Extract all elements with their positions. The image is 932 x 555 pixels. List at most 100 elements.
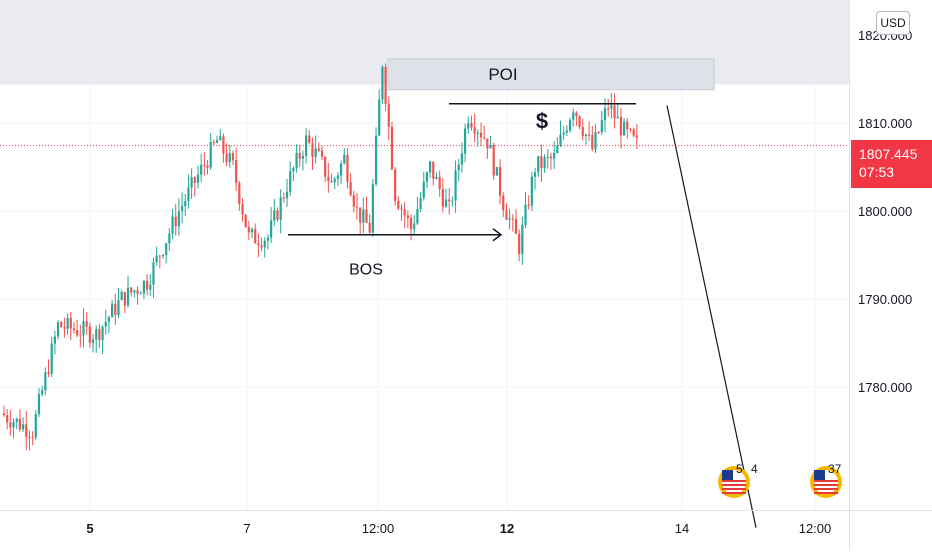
- candle: [546, 149, 549, 169]
- candle-body: [533, 172, 537, 177]
- candle: [190, 168, 193, 200]
- candle-body: [158, 255, 161, 257]
- candle: [244, 214, 247, 228]
- candle: [120, 289, 123, 301]
- candle: [540, 144, 543, 182]
- candle-body: [413, 223, 416, 230]
- event-badge[interactable]: 37: [810, 462, 842, 498]
- candle-body: [120, 291, 123, 300]
- candle-body: [333, 178, 336, 183]
- candle: [76, 319, 79, 338]
- candle: [568, 117, 572, 133]
- candle-body: [613, 105, 616, 119]
- candle-body: [451, 200, 454, 202]
- candle-body: [600, 120, 603, 133]
- candle: [282, 192, 285, 203]
- candle: [114, 293, 117, 325]
- candle: [79, 324, 82, 348]
- candle-body: [435, 176, 438, 179]
- candle-body: [381, 66, 384, 100]
- candle: [422, 171, 425, 201]
- candle: [473, 113, 476, 143]
- candle-body: [422, 181, 425, 198]
- candle: [591, 126, 594, 152]
- time-axis[interactable]: 5 7 12:00 12 14 12:00: [86, 521, 831, 536]
- flag-stripe: [722, 484, 746, 486]
- candle: [241, 198, 244, 222]
- candle: [533, 167, 537, 190]
- candle-body: [476, 132, 479, 134]
- candle-body: [244, 214, 247, 227]
- candle-body: [34, 414, 37, 438]
- candle: [549, 152, 553, 170]
- candle: [635, 124, 638, 150]
- candle: [37, 387, 41, 418]
- current-price-value: 1807.445: [859, 146, 918, 162]
- candle: [575, 111, 578, 126]
- candle-body: [425, 172, 429, 182]
- candle-body: [285, 191, 289, 199]
- bos-label: BOS: [349, 261, 383, 278]
- candle-body: [95, 329, 98, 340]
- candle: [435, 172, 438, 180]
- candle-body: [47, 372, 50, 374]
- candle-body: [254, 228, 257, 244]
- candle: [339, 160, 343, 184]
- candle: [301, 150, 305, 171]
- candle: [95, 325, 98, 353]
- flag-stripe: [722, 488, 746, 490]
- candle: [362, 197, 365, 234]
- candle: [222, 133, 225, 163]
- candle: [123, 291, 126, 314]
- candle: [25, 411, 28, 451]
- candle-body: [549, 156, 553, 159]
- economic-event-badges[interactable]: 5 4 37: [718, 462, 842, 498]
- candle: [295, 144, 298, 173]
- candle: [336, 172, 339, 187]
- candle: [276, 207, 279, 222]
- candle: [231, 150, 235, 165]
- price-tick-label: 1790.000: [858, 292, 912, 307]
- candle: [289, 161, 292, 196]
- candle: [454, 160, 457, 213]
- candle-body: [142, 280, 146, 294]
- candle: [133, 289, 136, 298]
- candle-body: [543, 157, 546, 169]
- currency-badge[interactable]: USD: [876, 11, 910, 35]
- candle-body: [394, 169, 397, 201]
- candle-body: [69, 317, 72, 329]
- candle-body: [619, 117, 623, 136]
- candle-body: [56, 322, 60, 337]
- candle: [616, 103, 619, 119]
- candle: [177, 198, 180, 236]
- candle: [486, 138, 489, 159]
- candle-body: [196, 174, 200, 183]
- candle-body: [575, 112, 578, 117]
- candle-body: [317, 148, 320, 151]
- candle: [613, 93, 616, 129]
- candle-body: [498, 167, 502, 196]
- candle-body: [320, 150, 324, 157]
- candle-body: [180, 206, 184, 212]
- candle-body: [260, 245, 263, 248]
- candle-body: [12, 422, 15, 428]
- candle-body: [44, 372, 47, 391]
- candle-body: [432, 161, 435, 179]
- candle-body: [276, 210, 279, 220]
- candle-body: [82, 321, 85, 336]
- flag-stripe: [814, 480, 838, 482]
- candle: [117, 287, 120, 319]
- candle-body: [123, 291, 126, 306]
- candle: [146, 274, 149, 296]
- candle-body: [540, 156, 543, 169]
- flag-stripe: [722, 480, 746, 482]
- candle-body: [610, 105, 613, 109]
- candle: [413, 214, 416, 236]
- flag-stripe: [814, 492, 838, 494]
- candle-body: [31, 437, 34, 439]
- candle: [254, 223, 257, 244]
